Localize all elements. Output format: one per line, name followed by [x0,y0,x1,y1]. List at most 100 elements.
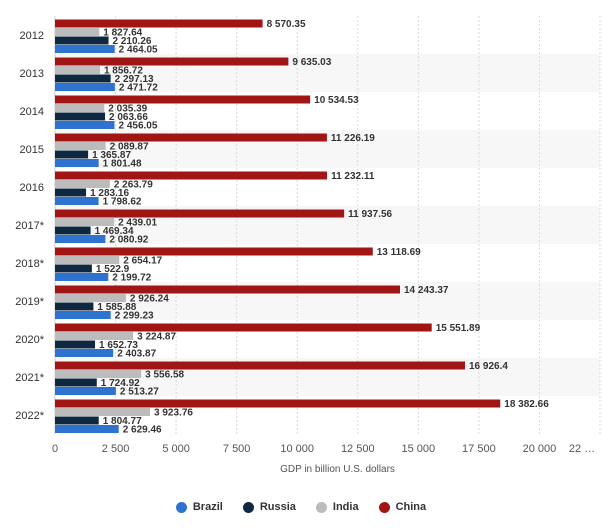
y-tick-label: 2021* [15,372,44,384]
legend-label: China [395,501,427,513]
data-label: 2 654.17 [123,256,162,267]
legend-item-brazil[interactable]: Brazil [175,501,223,513]
bar-china-2019 [55,285,401,294]
bar-india-2014 [55,104,105,112]
data-label: 15 551.89 [436,323,481,334]
y-tick-label: 2014 [20,106,44,118]
bar-russia-2013 [55,74,111,83]
x-tick-label: 20 000 [523,443,557,455]
bar-russia-2016 [55,188,87,197]
data-label: 13 118.69 [377,247,421,258]
bar-china-2021 [55,361,465,370]
data-label: 3 923.76 [154,408,193,419]
data-label: 2 629.46 [123,425,162,436]
bar-brazil-2014 [55,121,115,129]
x-tick-label: 12 500 [341,443,375,455]
data-label: 2 089.87 [110,142,149,153]
bar-brazil-2021 [55,387,116,395]
data-label: 2 063.66 [109,112,148,123]
bar-china-2014 [55,95,311,104]
bar-china-2017 [55,209,345,218]
y-tick-label: 2017* [15,220,44,232]
y-tick-label: 2012 [20,30,44,42]
bar-india-2021 [55,370,142,378]
y-tick-label: 2019* [15,296,44,308]
x-tick-label: 5 000 [162,443,190,455]
data-label: 2 464.05 [119,45,158,56]
bar-russia-2020 [55,340,96,349]
bars [55,19,501,433]
data-label: 2 513.27 [120,387,159,398]
data-label: 1 522.9 [96,264,130,275]
bar-india-2016 [55,180,110,188]
bar-brazil-2017 [55,235,106,243]
bar-india-2022 [55,408,151,416]
x-tick-label: 17 500 [462,443,496,455]
bar-brazil-2015 [55,159,99,167]
y-tick-label: 2013 [20,68,44,80]
y-tick-label: 2018* [15,258,44,270]
bar-russia-2015 [55,150,89,159]
data-label: 14 243.37 [404,285,449,296]
data-label: 1 365.87 [92,150,131,161]
data-label: 2 926.24 [130,294,169,305]
legend-dot-icon [175,501,187,513]
legend-dot-icon [242,501,254,513]
bar-india-2012 [55,28,100,36]
bar-russia-2022 [55,416,99,425]
legend: Brazil Russia India China [0,497,602,517]
data-label: 16 926.4 [469,361,508,372]
bar-brazil-2013 [55,83,115,91]
bar-brazil-2016 [55,197,99,205]
data-label: 2 199.72 [112,273,151,284]
bar-india-2019 [55,294,126,302]
data-label: 1 804.77 [103,416,142,427]
data-labels: 8 570.35 1 827.642 210.262 464.05 9 635.03… [90,19,549,436]
x-tick-label: 0 [52,443,58,455]
data-label: 11 937.56 [348,209,392,220]
data-label: 3 224.87 [137,332,176,343]
data-label: 2 080.92 [109,235,148,246]
data-label: 2 263.79 [114,180,153,191]
data-label: 2 471.72 [119,83,158,94]
bar-china-2020 [55,323,432,332]
bar-russia-2017 [55,226,91,235]
data-label: 2 297.13 [115,74,154,85]
bar-russia-2014 [55,112,105,121]
x-tick-label: 7 500 [223,443,251,455]
bar-brazil-2012 [55,45,115,53]
bar-india-2015 [55,142,106,150]
legend-item-china[interactable]: China [378,501,427,513]
y-tick-label: 2020* [15,334,44,346]
data-label: 9 635.03 [292,57,331,68]
data-label: 1 283.16 [90,188,129,199]
bar-china-2013 [55,57,289,66]
gdp-bar-chart: 8 570.35 1 827.642 210.262 464.05 9 635.03… [15,16,601,475]
legend-item-india[interactable]: India [315,501,359,513]
legend-item-russia[interactable]: Russia [242,501,296,513]
bar-russia-2019 [55,302,94,311]
data-label: 10 534.53 [314,95,359,106]
legend-label: India [332,501,359,513]
data-label: 1 856.72 [104,66,143,77]
y-tick-label: 2016 [20,182,44,194]
bar-india-2020 [55,332,134,340]
data-label: 2 439.01 [118,218,157,229]
data-label: 2 210.26 [113,36,152,47]
bar-brazil-2020 [55,349,114,357]
data-label: 1 798.62 [103,197,142,208]
bar-brazil-2018 [55,273,109,281]
legend-label: Brazil [192,501,223,513]
data-label: 2 403.87 [117,349,156,360]
bar-russia-2021 [55,378,97,387]
data-label: 2 299.23 [115,311,154,322]
data-label: 11 232.11 [331,171,375,182]
bar-china-2016 [55,171,328,180]
bar-brazil-2019 [55,311,111,319]
data-label: 1 724.92 [101,378,140,389]
bar-india-2018 [55,256,120,264]
data-label: 1 585.88 [97,302,136,313]
bar-russia-2012 [55,36,109,45]
data-label: 18 382.66 [504,399,549,410]
data-label: 1 469.34 [95,226,134,237]
